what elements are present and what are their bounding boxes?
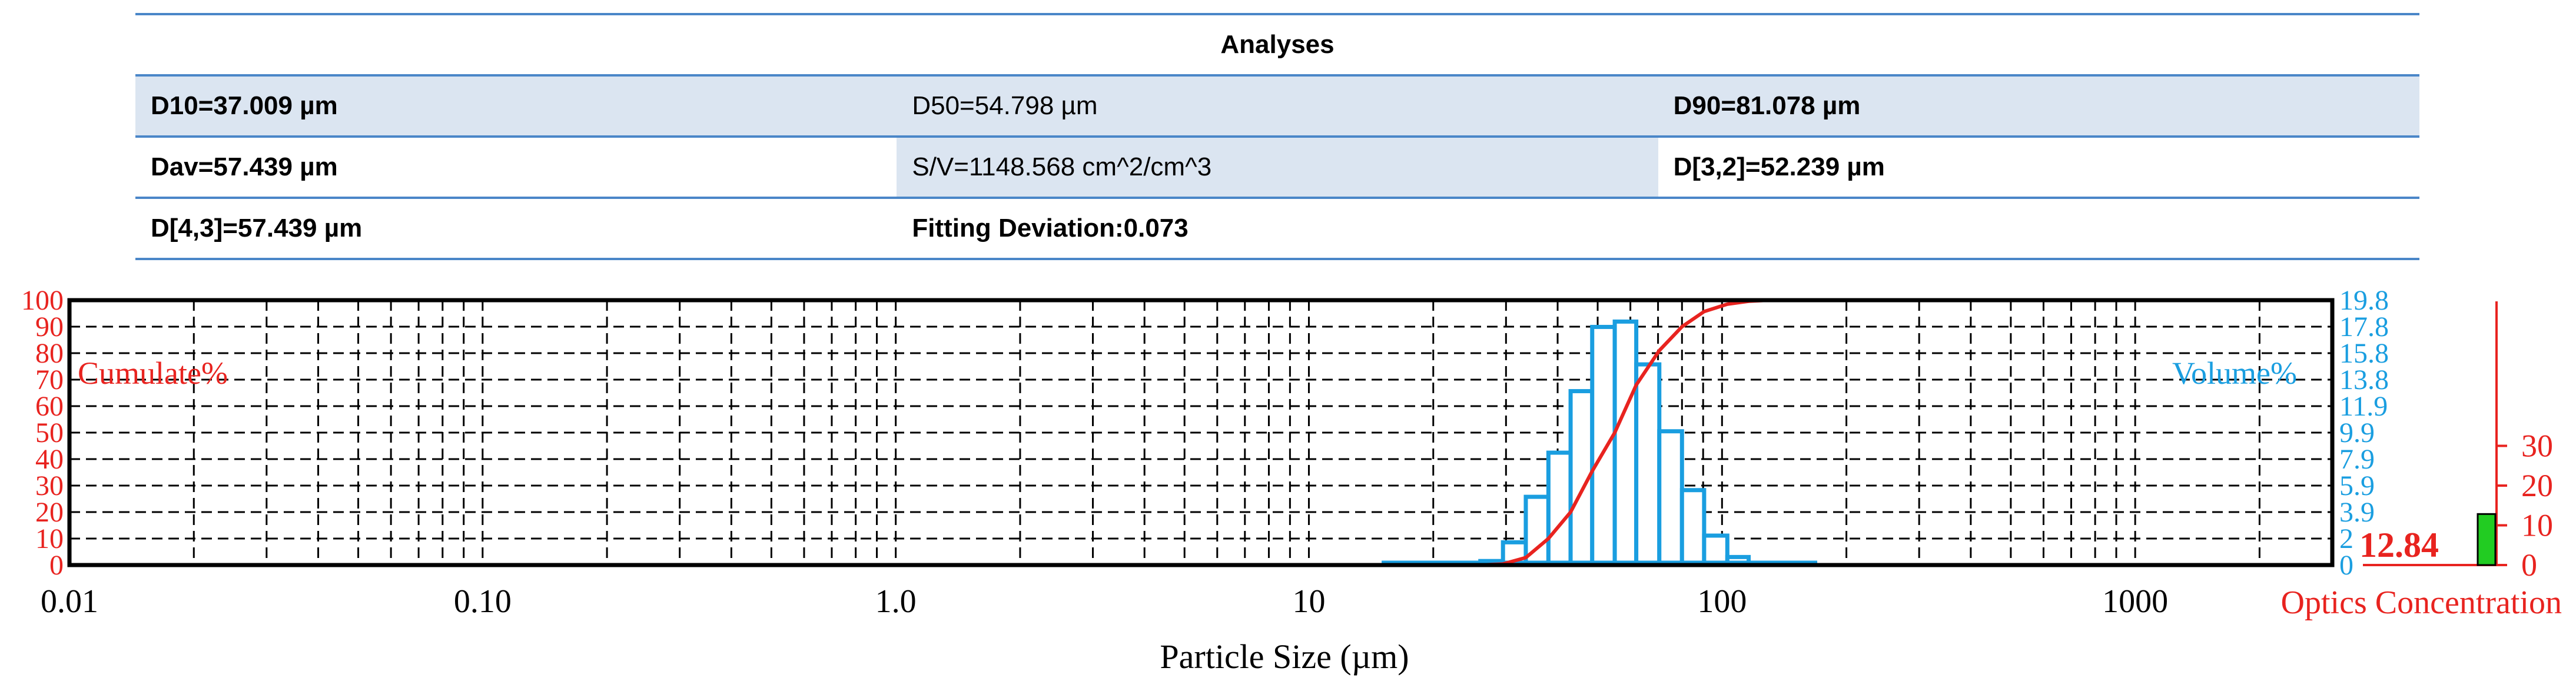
volume-histogram — [1382, 319, 1818, 567]
cumulate-tick-label: 20 — [35, 497, 64, 528]
concentration-value: 12.84 — [2359, 526, 2439, 564]
volume-tick-label: 11.9 — [2339, 391, 2388, 422]
cumulate-tick-label: 70 — [35, 364, 64, 396]
x-axis-ticks: 0.01 0.10 1.0 10 100 1000 — [41, 583, 2168, 620]
x-tick-label: 1000 — [2102, 583, 2168, 620]
volume-bar — [1546, 450, 1573, 567]
concentration-label: Optics Concentration — [2281, 584, 2562, 621]
cumulate-tick-label: 100 — [21, 285, 64, 316]
x-tick-label: 0.10 — [454, 583, 512, 620]
volume-tick-label: 13.8 — [2339, 364, 2389, 396]
analyses-table: Analyses D10=37.009 µm D50=54.798 µm D90… — [135, 13, 2419, 260]
fitting-deviation-cell: Fitting Deviation:0.073 — [897, 197, 1658, 260]
concentration-tick-label: 10 — [2521, 508, 2553, 543]
x-axis-label: Particle Size (µm) — [1160, 637, 1409, 676]
volume-tick-label: 15.8 — [2339, 338, 2389, 369]
x-tick-label: 1.0 — [875, 583, 917, 620]
cumulate-tick-label: 10 — [35, 523, 64, 554]
d32-cell: D[3,2]=52.239 µm — [1658, 135, 2419, 198]
volume-bar — [1634, 362, 1662, 567]
empty-cell — [1658, 197, 2419, 260]
volume-axis-label: Volume% — [2172, 356, 2297, 391]
cumulate-tick-label: 90 — [35, 311, 64, 343]
concentration-tick-label: 30 — [2521, 428, 2553, 464]
volume-tick-label: 2 — [2339, 523, 2353, 554]
plot-frame — [67, 298, 2335, 567]
volume-tick-label: 19.8 — [2339, 285, 2389, 316]
concentration-bar — [2477, 513, 2497, 566]
cumulate-axis-label: Cumulate% — [78, 356, 228, 391]
x-tick-label: 10 — [1292, 583, 1325, 620]
volume-tick-label: 0 — [2339, 550, 2353, 581]
grid-lines — [68, 300, 2333, 565]
concentration-axis-ticks: 0 10 20 30 — [2497, 428, 2553, 583]
concentration-tick-label: 0 — [2521, 547, 2537, 583]
volume-bar — [1612, 319, 1639, 567]
cumulate-tick-label: 60 — [35, 391, 64, 422]
volume-axis-ticks: 023.95.97.99.911.913.815.817.819.8 — [2339, 285, 2389, 581]
cumulate-tick-label: 0 — [49, 550, 64, 581]
analyses-title: Analyses — [135, 13, 2419, 75]
cumulate-tick-label: 80 — [35, 338, 64, 369]
volume-bar — [1657, 429, 1684, 567]
volume-tick-label: 3.9 — [2339, 497, 2375, 528]
volume-tick-label: 9.9 — [2339, 417, 2375, 449]
volume-tick-label: 5.9 — [2339, 470, 2375, 501]
x-tick-label: 0.01 — [41, 583, 98, 620]
d43-cell: D[4,3]=57.439 µm — [135, 197, 897, 260]
d50-cell: D50=54.798 µm — [897, 74, 1658, 137]
cumulate-tick-label: 30 — [35, 470, 64, 501]
concentration-tick-label: 20 — [2521, 468, 2553, 503]
cumulate-tick-label: 50 — [35, 417, 64, 449]
x-tick-label: 100 — [1697, 583, 1747, 620]
cumulate-tick-label: 40 — [35, 444, 64, 475]
dav-cell: Dav=57.439 µm — [135, 135, 897, 198]
volume-bar — [1590, 324, 1617, 567]
volume-tick-label: 7.9 — [2339, 444, 2375, 475]
sv-cell: S/V=1148.568 cm^2/cm^3 — [897, 135, 1658, 198]
volume-bar — [1679, 488, 1707, 567]
volume-tick-label: 17.8 — [2339, 311, 2389, 343]
d10-cell: D10=37.009 µm — [135, 74, 897, 137]
d90-cell: D90=81.078 µm — [1658, 74, 2419, 137]
